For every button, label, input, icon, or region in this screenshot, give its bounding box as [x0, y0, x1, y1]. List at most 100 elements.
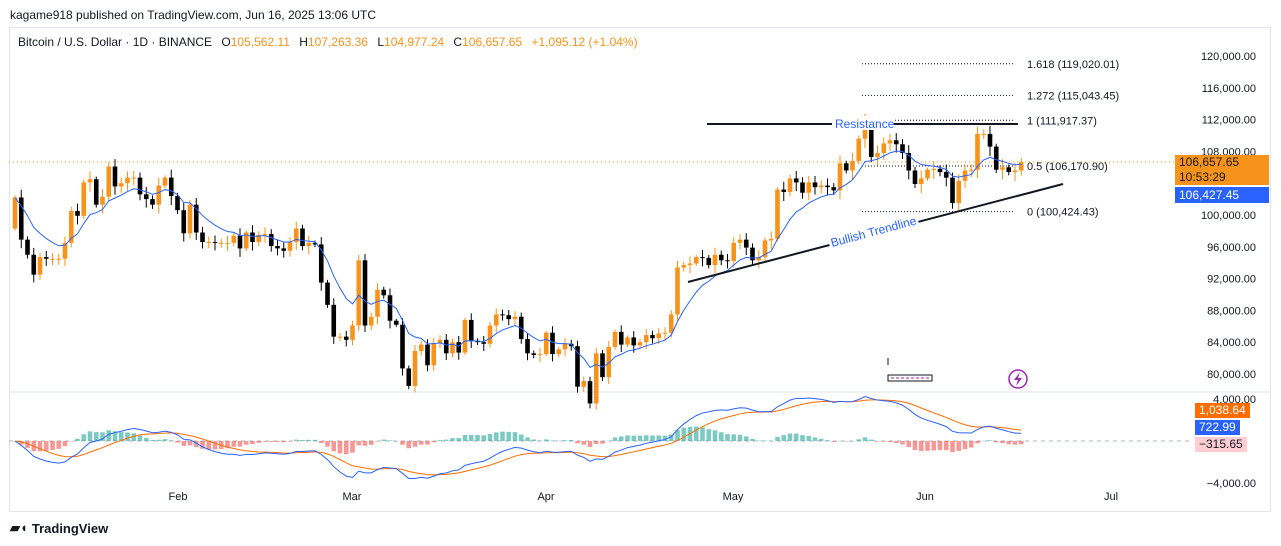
candle: [718, 250, 724, 266]
candle-body: [718, 254, 724, 261]
candle: [987, 125, 993, 157]
macd-histogram-bar: [268, 441, 274, 442]
candle: [262, 227, 268, 243]
macd-histogram-bar: [437, 440, 443, 441]
macd-histogram-bar: [481, 435, 487, 441]
candle-body: [56, 258, 62, 260]
candle-body: [556, 349, 562, 355]
candle: [768, 231, 774, 250]
candle: [375, 283, 380, 325]
macd-histogram-bar: [100, 432, 105, 441]
candle-body: [950, 177, 955, 204]
tradingview-footer[interactable]: ▰◖ TradingView: [10, 520, 108, 536]
candle-body: [137, 177, 143, 195]
candle: [925, 167, 930, 181]
candle: [906, 145, 912, 180]
macd-histogram-bar: [287, 441, 293, 442]
trendline-label[interactable]: Bullish Trendline: [829, 214, 918, 250]
candle-body: [537, 354, 543, 356]
macd-histogram-bar: [993, 441, 999, 443]
candle: [425, 339, 430, 372]
open-label: O: [221, 35, 231, 49]
macd-histogram-bar: [431, 441, 437, 443]
candle-body: [825, 185, 830, 188]
candle-body: [968, 169, 974, 171]
macd-histogram-bar: [837, 440, 843, 442]
macd-histogram-bar: [506, 431, 512, 441]
candle-body: [1006, 167, 1012, 173]
macd-histogram-bar: [581, 441, 587, 445]
candle: [450, 338, 455, 358]
measure-box[interactable]: [887, 374, 933, 382]
macd-histogram-bar: [862, 437, 868, 441]
candle-body: [618, 331, 624, 345]
macd-histogram-bar: [156, 439, 162, 441]
macd-histogram-bar: [587, 441, 593, 448]
candle-body: [781, 189, 787, 192]
candle: [931, 160, 937, 180]
candle-body: [550, 332, 555, 355]
macd-histogram-bar: [318, 441, 324, 444]
candle: [812, 176, 818, 195]
candle-body: [850, 160, 855, 171]
candle: [787, 174, 793, 197]
candle: [50, 253, 55, 266]
macd-histogram-bar: [350, 441, 355, 453]
candle: [250, 225, 255, 251]
candle: [200, 226, 205, 249]
candle-body: [1018, 162, 1024, 171]
candle: [393, 318, 399, 327]
candle-body: [400, 324, 405, 369]
candle: [168, 169, 174, 206]
macd-histogram-bar: [643, 435, 649, 441]
candle-body: [1012, 170, 1018, 173]
macd-histogram-bar: [962, 441, 968, 450]
macd-histogram-bar: [1006, 441, 1012, 445]
macd-histogram-bar: [118, 431, 124, 441]
macd-histogram-bar: [387, 440, 393, 441]
macd-histogram-bar: [212, 441, 218, 450]
candle: [118, 177, 124, 193]
macd-histogram-bar: [143, 437, 149, 441]
macd-histogram-bar: [925, 441, 930, 451]
candle-body: [125, 177, 130, 184]
symbol-name[interactable]: Bitcoin / U.S. Dollar · 1D · BINANCE: [18, 35, 213, 49]
macd-histogram-bar: [375, 441, 380, 442]
candle-body: [656, 333, 662, 339]
candle-body: [643, 335, 649, 343]
candle: [212, 235, 218, 251]
macd-histogram-bar: [625, 435, 630, 441]
macd-histogram-bar: [812, 437, 818, 441]
macd-histogram-bar: [975, 441, 980, 444]
candle-body: [300, 228, 305, 247]
candle-body: [787, 178, 793, 192]
macd-histogram-bar: [418, 441, 424, 445]
candle: [562, 337, 568, 357]
lightning-icon[interactable]: [1008, 369, 1028, 389]
candle-body: [293, 228, 299, 243]
candle: [325, 279, 330, 308]
resistance-label[interactable]: Resistance: [835, 117, 895, 131]
candle-body: [25, 239, 30, 255]
candle: [587, 376, 593, 409]
candle-body: [437, 339, 443, 343]
macd-histogram-bar: [443, 439, 449, 441]
candle: [331, 298, 337, 344]
time-axis-label: Mar: [343, 491, 362, 503]
candle: [506, 309, 512, 326]
candle-body: [931, 168, 937, 170]
candle-body: [587, 381, 593, 404]
candle-body: [193, 204, 199, 233]
candle-body: [543, 332, 549, 355]
chart-frame[interactable]: [9, 27, 1271, 512]
candle-body: [943, 172, 949, 178]
macd-histogram-bar: [731, 434, 737, 441]
macd-histogram-bar: [893, 441, 899, 443]
candle: [537, 347, 543, 363]
candle: [675, 260, 680, 322]
macd-histogram-bar: [250, 441, 255, 445]
macd-histogram-bar: [887, 441, 893, 443]
macd-histogram-bar: [356, 441, 362, 446]
macd-histogram-bar: [737, 434, 743, 441]
